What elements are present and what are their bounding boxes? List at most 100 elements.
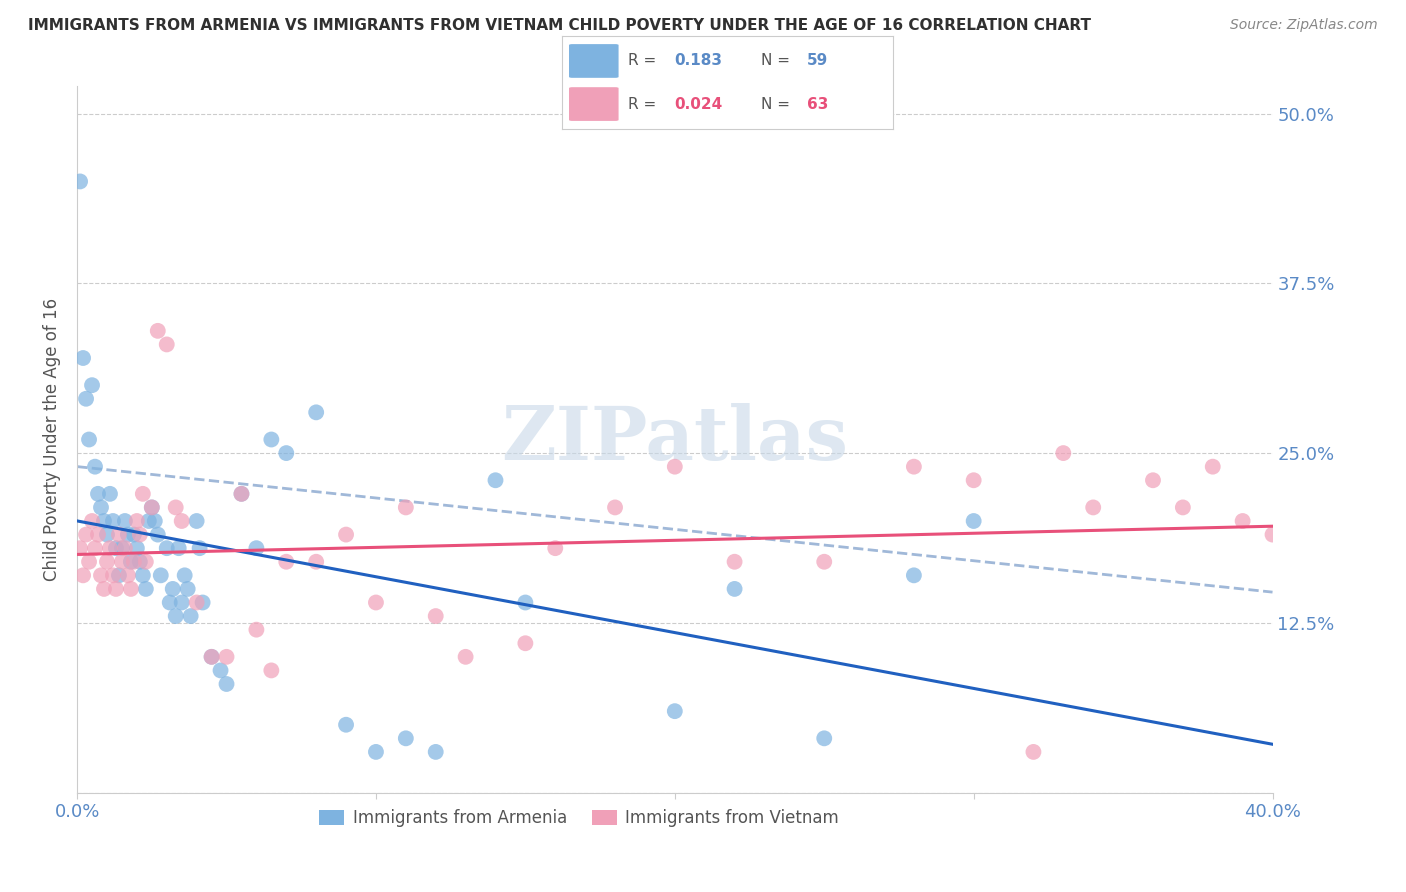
Point bbox=[69, 174, 91, 188]
Point bbox=[813, 731, 835, 746]
Point bbox=[603, 500, 626, 515]
Point bbox=[80, 378, 103, 392]
Point bbox=[87, 527, 110, 541]
Point bbox=[120, 582, 142, 596]
Text: ZIPatlas: ZIPatlas bbox=[502, 403, 848, 476]
Point bbox=[132, 568, 155, 582]
Point bbox=[188, 541, 211, 556]
Point bbox=[77, 433, 100, 447]
Point bbox=[120, 555, 142, 569]
Point bbox=[484, 473, 506, 487]
Point bbox=[87, 487, 110, 501]
Text: Source: ZipAtlas.com: Source: ZipAtlas.com bbox=[1230, 18, 1378, 32]
Point bbox=[1022, 745, 1045, 759]
Text: R =: R = bbox=[628, 54, 662, 69]
Point bbox=[186, 595, 208, 609]
Point bbox=[162, 582, 184, 596]
Point bbox=[72, 568, 94, 582]
Point bbox=[125, 541, 148, 556]
Point bbox=[305, 555, 328, 569]
Point bbox=[515, 595, 537, 609]
Point bbox=[156, 337, 179, 351]
Point bbox=[165, 609, 187, 624]
Point bbox=[84, 459, 107, 474]
Point bbox=[90, 500, 112, 515]
Point bbox=[101, 568, 124, 582]
Point bbox=[93, 582, 115, 596]
Point bbox=[128, 527, 150, 541]
Point bbox=[335, 717, 357, 731]
Point bbox=[305, 405, 328, 419]
Point bbox=[90, 568, 112, 582]
Point bbox=[72, 351, 94, 365]
Point bbox=[149, 568, 172, 582]
Point bbox=[1261, 527, 1284, 541]
Point bbox=[1171, 500, 1194, 515]
Legend: Immigrants from Armenia, Immigrants from Vietnam: Immigrants from Armenia, Immigrants from… bbox=[312, 803, 845, 834]
FancyBboxPatch shape bbox=[569, 87, 619, 121]
Text: IMMIGRANTS FROM ARMENIA VS IMMIGRANTS FROM VIETNAM CHILD POVERTY UNDER THE AGE O: IMMIGRANTS FROM ARMENIA VS IMMIGRANTS FR… bbox=[28, 18, 1091, 33]
Point bbox=[260, 664, 283, 678]
Point bbox=[1052, 446, 1074, 460]
Text: N =: N = bbox=[761, 54, 794, 69]
Point bbox=[108, 568, 131, 582]
Point bbox=[173, 568, 195, 582]
Point bbox=[245, 623, 267, 637]
Point bbox=[75, 527, 97, 541]
Point bbox=[80, 514, 103, 528]
Point bbox=[395, 731, 418, 746]
Point bbox=[191, 595, 214, 609]
Point bbox=[98, 541, 121, 556]
Point bbox=[117, 527, 139, 541]
Text: R =: R = bbox=[628, 96, 662, 112]
Point bbox=[69, 541, 91, 556]
Point bbox=[98, 487, 121, 501]
Point bbox=[135, 582, 157, 596]
Point bbox=[104, 541, 127, 556]
Point bbox=[454, 649, 477, 664]
Point bbox=[122, 555, 145, 569]
Point bbox=[260, 433, 283, 447]
Point bbox=[146, 324, 169, 338]
Text: 63: 63 bbox=[807, 96, 828, 112]
Point bbox=[176, 582, 198, 596]
Point bbox=[276, 555, 298, 569]
Point bbox=[425, 745, 447, 759]
Point bbox=[723, 555, 745, 569]
Point bbox=[1291, 500, 1313, 515]
Point bbox=[96, 527, 118, 541]
Point bbox=[93, 514, 115, 528]
Point bbox=[111, 541, 134, 556]
Point bbox=[170, 514, 193, 528]
Point bbox=[101, 514, 124, 528]
Point bbox=[1142, 473, 1164, 487]
Point bbox=[1232, 514, 1254, 528]
Point bbox=[664, 459, 686, 474]
Point bbox=[1202, 459, 1225, 474]
Point bbox=[664, 704, 686, 718]
Point bbox=[132, 487, 155, 501]
Text: 0.024: 0.024 bbox=[675, 96, 723, 112]
FancyBboxPatch shape bbox=[569, 44, 619, 78]
Point bbox=[963, 473, 986, 487]
Point bbox=[128, 555, 150, 569]
Point bbox=[156, 541, 179, 556]
Text: 59: 59 bbox=[807, 54, 828, 69]
Point bbox=[515, 636, 537, 650]
Point bbox=[108, 527, 131, 541]
Point bbox=[276, 446, 298, 460]
Point bbox=[813, 555, 835, 569]
Y-axis label: Child Poverty Under the Age of 16: Child Poverty Under the Age of 16 bbox=[44, 298, 60, 581]
Point bbox=[141, 500, 163, 515]
Point bbox=[364, 745, 387, 759]
Point bbox=[335, 527, 357, 541]
Point bbox=[231, 487, 253, 501]
Point bbox=[209, 664, 232, 678]
Point bbox=[117, 568, 139, 582]
Point bbox=[141, 500, 163, 515]
Point bbox=[114, 514, 136, 528]
Point bbox=[159, 595, 181, 609]
Point bbox=[544, 541, 567, 556]
Point bbox=[96, 555, 118, 569]
Text: N =: N = bbox=[761, 96, 794, 112]
